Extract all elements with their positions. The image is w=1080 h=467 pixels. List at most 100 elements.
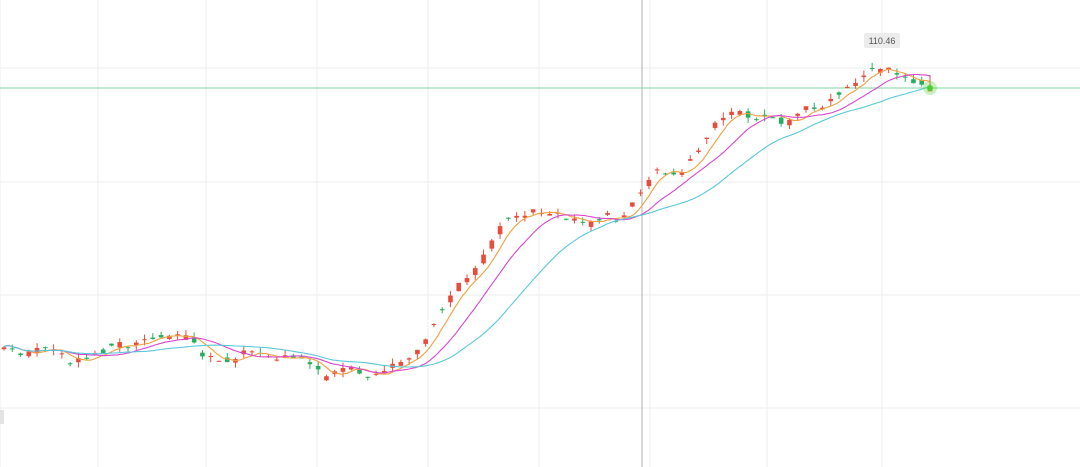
candle-body: [158, 335, 164, 338]
candle-body: [348, 366, 354, 370]
candle-up: [324, 374, 329, 382]
candle-up: [630, 202, 635, 208]
candle-up: [497, 222, 503, 239]
candle-body: [431, 324, 437, 326]
candle-up: [133, 340, 139, 350]
candle-body: [167, 335, 172, 339]
candle-body: [150, 337, 156, 340]
candle-up: [646, 176, 652, 190]
candle-body: [224, 357, 230, 363]
candle-down: [506, 217, 511, 221]
ma-mid-line: [3, 73, 931, 374]
candle-up: [423, 338, 428, 347]
ma-fast-line: [3, 68, 931, 375]
candle-body: [340, 368, 346, 372]
candle-up: [605, 210, 610, 216]
candle-body: [307, 362, 313, 365]
left-edge-marker: [0, 410, 4, 424]
candle-body: [911, 79, 916, 84]
candle-down: [158, 331, 164, 339]
candle-body: [902, 76, 908, 78]
candle-body: [9, 348, 15, 350]
candle-body: [406, 358, 412, 360]
candle-down: [109, 343, 114, 347]
candle-body: [778, 117, 784, 124]
candle-up: [886, 67, 891, 74]
candle-up: [530, 209, 536, 215]
candle-body: [464, 278, 470, 283]
candle-body: [687, 159, 693, 161]
candle-up: [679, 169, 685, 178]
candle-up: [787, 118, 792, 130]
candle-body: [456, 282, 462, 292]
candle-up: [638, 189, 643, 197]
candle-up: [588, 220, 594, 232]
candle-body: [704, 137, 710, 139]
candle-up: [539, 208, 544, 217]
candle-down: [811, 102, 817, 111]
candle-body: [596, 219, 602, 221]
candle-body: [125, 347, 131, 349]
candle-body: [919, 80, 925, 85]
candle-body: [84, 357, 89, 359]
candle-body: [712, 122, 718, 128]
candle-down: [150, 333, 156, 340]
candle-body: [109, 343, 114, 346]
candle-up: [167, 334, 172, 341]
candle-body: [654, 169, 660, 171]
candle-up: [687, 155, 693, 161]
candle-body: [663, 173, 668, 175]
candle-body: [803, 106, 809, 110]
candle-body: [894, 73, 900, 75]
candle-down: [911, 75, 916, 84]
candle-body: [696, 150, 701, 152]
candle-down: [315, 360, 321, 375]
candle-body: [580, 221, 586, 223]
candle-body: [100, 349, 106, 353]
candle-body: [142, 339, 147, 341]
candle-down: [357, 366, 362, 375]
candle-body: [530, 209, 536, 213]
candle-body: [200, 352, 205, 357]
candle-down: [258, 347, 263, 358]
candle-down: [9, 344, 15, 352]
candle-up: [654, 167, 660, 175]
candle-body: [365, 376, 371, 378]
candle-body: [274, 359, 280, 361]
candle-body: [357, 368, 362, 374]
candle-up: [712, 120, 718, 131]
candle-body: [497, 226, 503, 235]
candle-body: [787, 119, 792, 126]
candle-down: [869, 62, 875, 72]
candle-body: [18, 353, 23, 356]
candle-up: [489, 238, 495, 252]
candle-up: [464, 274, 470, 285]
candle-body: [291, 355, 296, 359]
candle-up: [696, 147, 701, 154]
ma-slow-line: [3, 86, 931, 368]
candle-up: [216, 360, 222, 362]
candle-body: [638, 192, 643, 194]
candle-body: [208, 356, 213, 358]
candle-up: [861, 70, 867, 83]
candle-down: [671, 168, 676, 176]
candle-body: [869, 68, 875, 70]
candle-body: [506, 217, 511, 219]
candle-down: [307, 357, 313, 369]
candle-body: [398, 361, 404, 366]
candle-body: [324, 376, 329, 381]
candle-up: [348, 365, 354, 371]
candle-body: [241, 350, 247, 355]
candle-body: [563, 218, 569, 220]
candle-up: [853, 78, 858, 89]
candle-body: [572, 218, 577, 221]
candle-up: [729, 107, 734, 119]
candle-down: [67, 362, 73, 367]
candle-down: [200, 350, 205, 360]
candlestick-series: [1, 62, 933, 382]
candle-down: [365, 376, 371, 381]
candle-up: [721, 112, 726, 126]
candle-body: [373, 373, 379, 375]
current-price-dot: [927, 85, 933, 91]
